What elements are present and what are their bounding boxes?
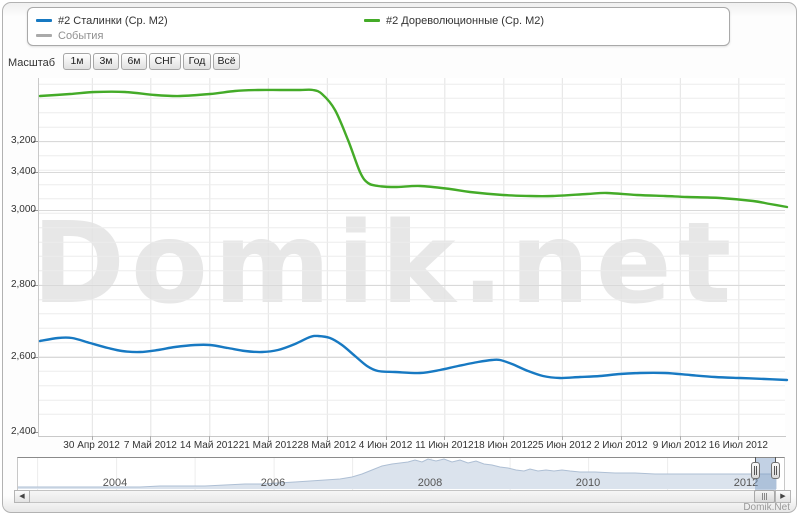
x-axis-label: 30 Апр 2012	[63, 440, 120, 451]
scrollbar-left-arrow-icon[interactable]: ◀	[14, 490, 30, 503]
x-axis-tick	[209, 436, 211, 440]
navigator-year-label: 2004	[102, 477, 128, 489]
x-axis-label: 16 Июл 2012	[708, 440, 768, 451]
x-axis-tick	[620, 436, 622, 440]
legend-item-stalinki[interactable]: #2 Сталинки (Ср. М2)	[36, 14, 168, 28]
y-axis-label: 2,600	[10, 351, 36, 362]
y-axis-label: 2,800	[10, 279, 36, 290]
scrollbar-right-arrow-icon[interactable]: ▶	[775, 490, 791, 503]
navigator-year-label: 2008	[417, 477, 443, 489]
x-axis-tick	[444, 436, 446, 440]
plot-area: Domik.net	[32, 78, 785, 436]
scrollbar-thumb[interactable]	[754, 490, 775, 503]
navigator-left-handle[interactable]	[751, 462, 760, 479]
x-axis-label: 4 Июн 2012	[358, 440, 413, 451]
scale-button-1m[interactable]: 1м	[63, 53, 91, 70]
legend-label-stalinki: #2 Сталинки (Ср. М2)	[58, 15, 168, 27]
scale-button-all[interactable]: Всё	[213, 53, 240, 70]
site-credit: Domik.Net	[743, 502, 790, 513]
scrollbar-track[interactable]	[14, 490, 791, 503]
x-axis-label: 25 Июн 2012	[532, 440, 592, 451]
x-axis-label: 18 Июн 2012	[473, 440, 533, 451]
y-axis-label: 3,000	[10, 204, 36, 215]
y-axis-line	[38, 78, 39, 437]
x-axis-tick	[268, 436, 269, 440]
scale-label: Масштаб	[8, 57, 56, 69]
scale-button-year[interactable]: Год	[183, 53, 211, 70]
x-axis-tick	[385, 436, 387, 440]
x-axis-label: 28 Май 2012	[297, 440, 357, 451]
y-axis-label: 3,200	[10, 135, 36, 146]
gridlines	[38, 78, 785, 436]
legend-item-events[interactable]: События	[36, 29, 103, 43]
x-axis-tick	[150, 436, 152, 440]
y-axis-label: 3,400	[10, 166, 36, 177]
legend: #2 Сталинки (Ср. М2) #2 Дореволюционные …	[27, 7, 730, 46]
legend-label-events: События	[58, 30, 104, 42]
navigator-year-label: 2006	[260, 477, 286, 489]
legend-label-dorevolyutsionnye: #2 Дореволюционные (Ср. М2)	[386, 15, 545, 27]
x-axis-label: 7 Май 2012	[123, 440, 177, 451]
scale-button-3m[interactable]: 3м	[93, 53, 119, 70]
navigator-right-handle[interactable]	[771, 462, 780, 479]
series-marker-stalinki-icon	[36, 18, 52, 22]
legend-item-dorevolyutsionnye[interactable]: #2 Дореволюционные (Ср. М2)	[364, 14, 544, 28]
y-axis-label: 2,400	[10, 426, 36, 437]
x-axis-tick	[503, 436, 505, 440]
x-axis-line	[38, 436, 786, 437]
x-axis-tick	[679, 436, 681, 440]
x-axis-label: 21 Май 2012	[238, 440, 298, 451]
x-axis-label: 2 Июл 2012	[593, 440, 648, 451]
scale-button-ytd[interactable]: СНГ	[149, 53, 181, 70]
x-axis-tick	[738, 436, 740, 440]
x-axis-tick	[91, 436, 93, 440]
x-axis-label: 9 Июл 2012	[652, 440, 707, 451]
x-axis-label: 14 Май 2012	[179, 440, 239, 451]
navigator-year-label: 2010	[575, 477, 601, 489]
x-axis-label: 11 Июн 2012	[415, 440, 474, 451]
x-axis-tick	[326, 436, 328, 440]
x-axis-tick	[562, 436, 563, 440]
series-marker-dorevolyutsionnye-icon	[364, 18, 380, 22]
scale-button-6m[interactable]: 6м	[121, 53, 147, 70]
series-marker-events-icon	[36, 33, 52, 37]
